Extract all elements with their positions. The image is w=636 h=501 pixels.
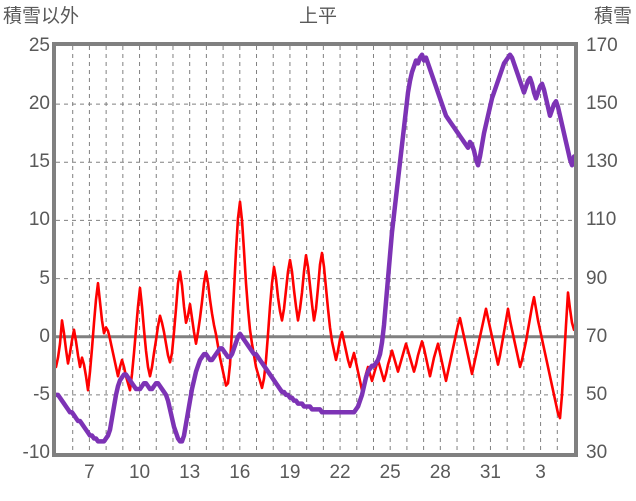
y-tick-right-2: 130	[586, 151, 618, 173]
x-tick-7: 28	[429, 462, 451, 483]
y-tick-left-4: 5	[39, 267, 50, 289]
y-tick-left-1: 20	[28, 93, 50, 115]
x-tick-1: 10	[128, 462, 151, 483]
y-tick-right-5: 70	[586, 325, 608, 347]
chart-title: 上平	[298, 6, 337, 27]
x-tick-0: 7	[84, 462, 95, 483]
y-tick-left-6: -5	[33, 383, 50, 405]
series-layer	[56, 52, 574, 444]
y-tick-left-5: 0	[39, 325, 50, 347]
plot-area	[52, 42, 578, 457]
series-line-non-snow	[56, 200, 574, 420]
gridlines	[56, 46, 574, 453]
y-tick-right-4: 90	[586, 267, 608, 289]
y-tick-right-0: 170	[586, 35, 618, 56]
x-tick-4: 19	[279, 462, 301, 483]
y-tick-left-3: 10	[28, 209, 50, 231]
y-tick-left-0: 25	[28, 35, 50, 56]
y-tick-left-7: -10	[22, 442, 50, 463]
y-tick-right-7: 30	[586, 442, 608, 463]
x-tick-5: 22	[329, 462, 351, 483]
series-line-snow	[56, 52, 574, 444]
x-tick-3: 16	[229, 462, 251, 483]
x-tick-2: 13	[179, 462, 201, 483]
x-tick-8: 31	[479, 462, 501, 483]
x-tick-9: 3	[535, 462, 546, 483]
chart-svg	[56, 46, 574, 453]
y-tick-right-1: 150	[586, 93, 618, 115]
y-tick-left-2: 15	[28, 151, 50, 173]
y-tick-right-6: 50	[586, 383, 608, 405]
left-axis-title: 積雪以外	[3, 6, 80, 27]
x-tick-6: 25	[379, 462, 401, 483]
y-tick-right-3: 110	[586, 209, 617, 231]
right-axis-title: 積雪	[593, 6, 632, 27]
plot-canvas	[56, 46, 574, 453]
